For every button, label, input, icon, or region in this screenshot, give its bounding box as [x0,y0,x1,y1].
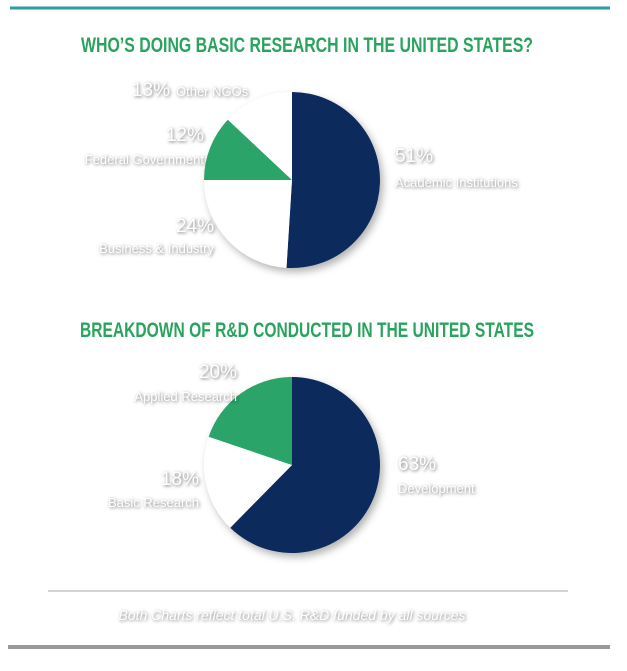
slice-value-label: 63% [398,454,436,475]
chart-title: BREAKDOWN OF R&D CONDUCTED IN THE UNITED… [80,319,534,342]
pie [204,377,381,553]
pie-slice [204,180,292,268]
footnote: Both Charts reflect total U.S. R&D funde… [118,607,465,623]
slice-category-label: Applied Research [134,389,237,404]
slice-value-label: 18% [161,469,199,490]
slice-category-label: Federal Government [85,152,205,167]
pie-slice [204,436,292,528]
slice-category-label: Business & Industry [99,241,214,256]
slice-value-label: 51% [395,146,433,167]
pie [204,92,381,268]
slice-category-label: Basic Research [108,495,199,510]
pie-slice [204,119,292,180]
pie-slice [227,92,292,180]
slice-value-label: 20% [199,362,237,383]
slice-value-label: 12% [166,125,204,146]
slice-value-label: 24% [176,216,214,237]
slice-category-label: Development [398,481,475,496]
slice-value-label: 13% [132,80,170,101]
chart-title: WHO’S DOING BASIC RESEARCH IN THE UNITED… [81,34,533,57]
slice-category-label: Other NGOs [176,84,249,99]
pie-slice [208,377,292,465]
pie-slice [286,92,381,268]
pie-slice [230,377,381,553]
slice-category-label: Academic Institutions [395,175,518,190]
